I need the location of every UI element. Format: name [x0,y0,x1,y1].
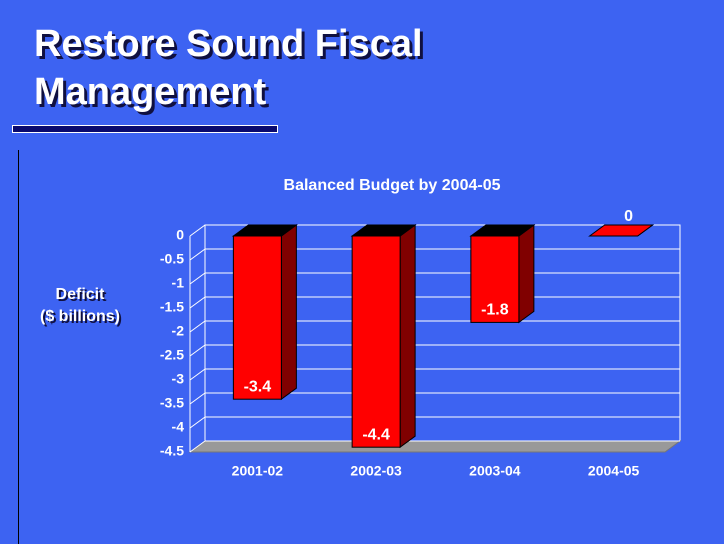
bar [232,235,282,400]
wall-grid-line [189,392,206,405]
y-axis-label-line: Deficit [55,286,105,303]
value-label: 0 [624,208,633,225]
wall-grid-line [189,272,206,285]
bar-side [280,224,297,401]
bar-side [518,224,535,324]
y-tick-label: -2 [172,323,185,339]
x-tick-label: 2003-04 [469,463,521,479]
bar [351,235,401,448]
y-tick-label: -1.5 [160,299,184,315]
y-tick-label: -1 [172,275,185,291]
x-tick-label: 2001-02 [232,463,284,479]
wall-grid-line [189,416,206,429]
y-tick-label: -4.5 [160,443,184,459]
wall-grid-line [189,296,206,309]
chart-title: Balanced Budget by 2004-05 [284,177,501,194]
wall-grid-line [189,344,206,357]
y-tick-label: -3 [172,371,185,387]
y-axis-label-line: ($ billions) [40,308,120,325]
frame-line [18,150,19,544]
value-label: -1.8 [481,302,509,319]
wall-grid-line [189,224,206,237]
wall-grid-line [189,320,206,333]
title-rule [12,125,278,133]
y-axis-label: Deficit ($ billions) [20,284,140,328]
bar [470,235,520,323]
slide-title: Restore Sound Fiscal Management [34,23,423,113]
floor [188,440,682,453]
y-tick-label: -2.5 [160,347,184,363]
y-tick-label: -4 [172,419,185,435]
bar-side [399,224,416,449]
wall-grid-line [189,368,206,381]
value-label: -4.4 [362,426,390,443]
y-tick-label: -0.5 [160,251,184,267]
wall-grid-line [189,440,206,453]
value-label: -3.4 [244,378,272,395]
x-tick-label: 2002-03 [350,463,402,479]
wall-grid-line [189,248,206,261]
bar-top [588,224,655,237]
x-tick-label: 2004-05 [588,463,640,479]
y-tick-label: 0 [176,227,184,243]
y-tick-label: -3.5 [160,395,184,411]
